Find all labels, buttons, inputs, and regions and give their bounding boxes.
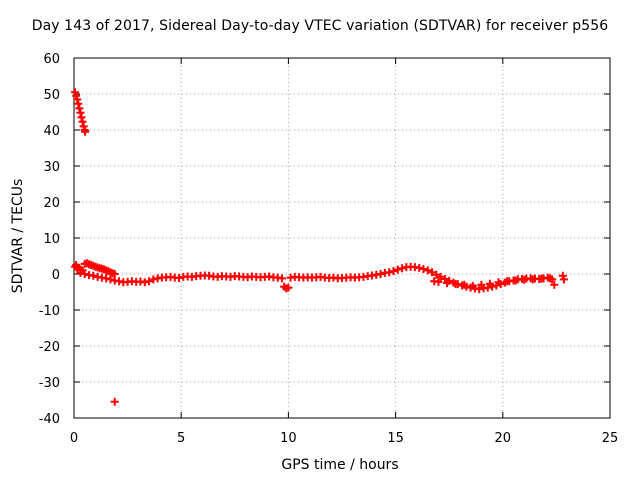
x-tick-label: 20 [495, 431, 512, 446]
y-tick-label: -40 [39, 412, 60, 427]
data-point [89, 271, 98, 280]
data-point [460, 280, 469, 289]
data-point [77, 113, 86, 122]
y-tick-label: -10 [39, 304, 60, 319]
data-point [106, 275, 115, 284]
data-point [376, 270, 385, 278]
data-point [451, 280, 460, 289]
data-point [75, 104, 84, 113]
x-tick-label: 0 [70, 431, 78, 446]
data-point [393, 265, 402, 274]
x-tick-label: 5 [177, 431, 185, 446]
data-point [432, 270, 441, 279]
data-point [73, 95, 82, 104]
data-point [520, 275, 529, 284]
grid-lines [74, 58, 610, 418]
y-tick-label: -20 [39, 340, 60, 355]
plot-frame [73, 57, 611, 419]
y-tick-label: -30 [39, 376, 60, 391]
data-point [76, 268, 85, 277]
data-point [434, 277, 443, 286]
data-point [468, 281, 477, 290]
data-point [389, 267, 398, 276]
data-point [503, 277, 512, 286]
data-point [277, 274, 286, 283]
y-axis-label: SDTVAR / TECUs [10, 178, 26, 294]
data-point [81, 127, 90, 136]
data-point [485, 279, 494, 288]
data-point [115, 277, 124, 286]
y-tick-label: 50 [43, 88, 60, 103]
y-tick-label: 10 [43, 232, 60, 247]
data-point [140, 278, 149, 287]
data-point [145, 277, 154, 286]
data-point [545, 274, 554, 283]
x-tick-label: 10 [280, 431, 297, 446]
data-point [102, 274, 111, 283]
data-point [436, 272, 445, 281]
data-point [537, 274, 546, 283]
data-point [149, 275, 158, 284]
data-point [423, 266, 432, 275]
x-axis-label: GPS time / hours [281, 457, 399, 473]
y-tick-label: 60 [43, 52, 60, 67]
y-tick-label: 0 [52, 268, 60, 283]
data-point [175, 273, 184, 282]
x-tick-label: 15 [387, 431, 404, 446]
data-point [528, 275, 537, 284]
data-points [71, 88, 568, 406]
data-point [110, 397, 119, 406]
x-tick-label: 25 [602, 431, 619, 446]
data-point [284, 283, 293, 292]
data-point [559, 275, 568, 284]
axis-ticks: 0 5 10 15 20 25 60 50 40 30 20 10 0 -10 -20 -30 -40 [39, 52, 619, 446]
data-point [74, 99, 83, 108]
data-point [415, 263, 424, 272]
data-point [78, 117, 87, 126]
data-point [76, 108, 85, 117]
data-point [511, 276, 520, 285]
data-point [419, 264, 428, 273]
chart-title: Day 143 of 2017, Sidereal Day-to-day VTE… [31, 18, 609, 34]
data-point [385, 268, 394, 277]
data-point [428, 268, 437, 277]
y-tick-label: 30 [43, 160, 60, 175]
data-point [494, 278, 503, 287]
data-point [398, 264, 407, 273]
data-point [80, 270, 89, 278]
y-tick-label: 40 [43, 124, 60, 139]
y-tick-label: 20 [43, 196, 60, 211]
data-point [443, 279, 452, 287]
data-point [477, 280, 486, 289]
data-point [550, 280, 559, 289]
